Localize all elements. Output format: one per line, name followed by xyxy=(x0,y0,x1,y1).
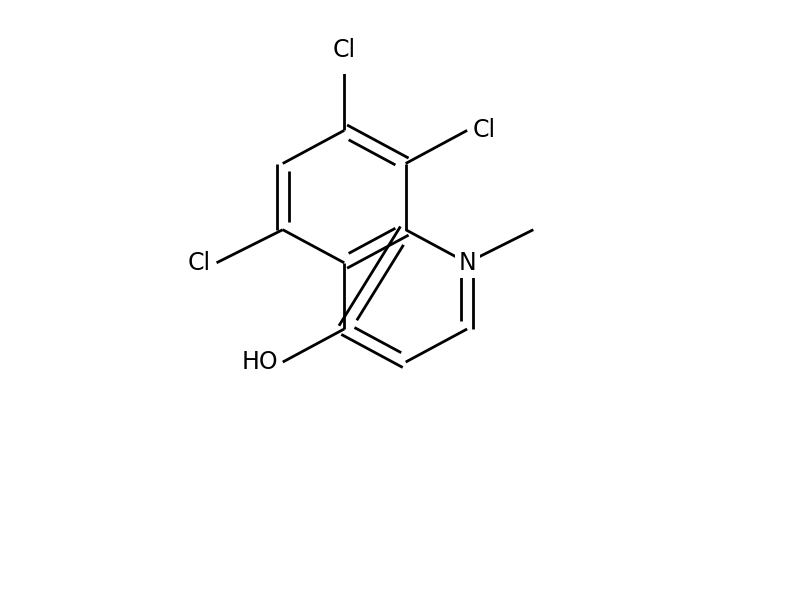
Text: Cl: Cl xyxy=(333,38,356,62)
Text: N: N xyxy=(458,251,476,275)
Text: Cl: Cl xyxy=(473,119,496,142)
Text: HO: HO xyxy=(241,350,278,374)
Text: Cl: Cl xyxy=(188,251,211,275)
